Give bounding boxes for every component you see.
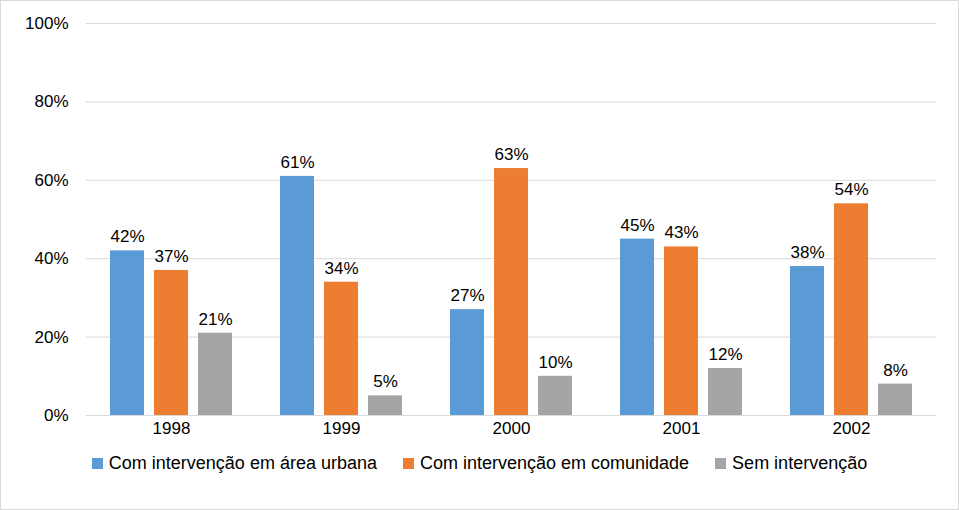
svg-text:60%: 60% — [34, 171, 68, 190]
svg-text:80%: 80% — [34, 92, 68, 111]
svg-text:21%: 21% — [198, 310, 232, 329]
svg-text:2001: 2001 — [663, 419, 701, 438]
svg-text:1998: 1998 — [153, 419, 191, 438]
svg-text:1999: 1999 — [323, 419, 361, 438]
svg-text:2000: 2000 — [493, 419, 531, 438]
svg-text:2002: 2002 — [833, 419, 871, 438]
svg-text:45%: 45% — [620, 216, 654, 235]
svg-text:100%: 100% — [25, 14, 68, 33]
svg-text:5%: 5% — [373, 372, 398, 391]
svg-text:38%: 38% — [790, 243, 824, 262]
html-text:Com intervenção em comunidade: Com intervenção em comunidade — [420, 453, 690, 473]
svg-text:40%: 40% — [34, 249, 68, 268]
svg-text:63%: 63% — [494, 145, 528, 164]
svg-text:27%: 27% — [450, 286, 484, 305]
svg-text:8%: 8% — [883, 361, 908, 380]
svg-text:43%: 43% — [664, 223, 698, 242]
html-text:Sem intervenção: Sem intervenção — [732, 453, 868, 473]
svg-text:37%: 37% — [154, 247, 188, 266]
svg-text:61%: 61% — [280, 153, 314, 172]
svg-text:34%: 34% — [324, 259, 358, 278]
svg-text:54%: 54% — [834, 180, 868, 199]
svg-text:42%: 42% — [110, 227, 144, 246]
svg-text:12%: 12% — [708, 345, 742, 364]
svg-text:10%: 10% — [538, 353, 572, 372]
svg-text:20%: 20% — [34, 328, 68, 347]
html-text:Com intervenção em área urbana: Com intervenção em área urbana — [108, 453, 377, 473]
svg-text:0%: 0% — [44, 406, 69, 425]
